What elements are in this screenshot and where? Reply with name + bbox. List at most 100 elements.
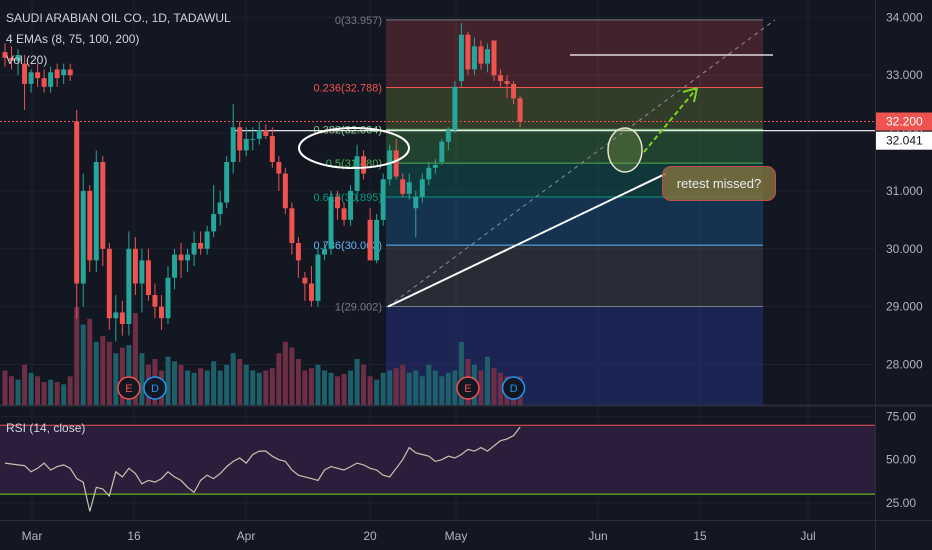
volume-bar — [348, 370, 354, 405]
symbol-title[interactable]: SAUDI ARABIAN OIL CO., 1D, TADAWUL — [6, 11, 231, 25]
volume-bar — [217, 370, 223, 405]
volume-bar — [367, 376, 373, 405]
candle-body — [348, 190, 354, 220]
time-axis-label: Apr — [237, 529, 256, 543]
candle-body — [67, 69, 73, 76]
candle-body — [302, 277, 308, 284]
volume-bar — [439, 376, 445, 405]
candle-body — [106, 248, 112, 319]
candle-body — [393, 150, 399, 177]
rsi-indicator-label[interactable]: RSI (14, close) — [6, 421, 86, 435]
volume-bar — [61, 384, 67, 405]
annotation-bubble[interactable]: retest missed? — [662, 166, 776, 201]
time-axis-label: Mar — [22, 529, 43, 543]
volume-bar — [126, 345, 132, 405]
volume-bar — [432, 370, 438, 405]
candle-body — [15, 54, 21, 61]
volume-indicator-label[interactable]: Vol (20) — [6, 53, 48, 67]
candle-body — [413, 196, 419, 209]
line-price-tag — [876, 131, 932, 150]
candle-body — [504, 81, 510, 84]
candle-body — [224, 162, 230, 203]
candle-body — [315, 254, 321, 301]
candle-body — [204, 231, 210, 249]
volume-bar — [54, 382, 60, 405]
candle-body — [387, 150, 393, 180]
candle-body — [113, 312, 119, 319]
candle-body — [354, 156, 360, 191]
volume-bar — [74, 307, 80, 405]
candle-body — [211, 214, 217, 232]
candle-body — [22, 63, 28, 84]
volume-bar — [387, 370, 393, 405]
rsi-axis-label: 75.00 — [886, 410, 916, 424]
time-axis-label: May — [445, 529, 468, 543]
candle-body — [341, 208, 347, 220]
candle-body — [158, 306, 164, 319]
candle-body — [426, 167, 432, 180]
price-axis-label: 33.000 — [886, 68, 923, 82]
ema-indicator-label[interactable]: 4 EMAs (8, 75, 100, 200) — [6, 32, 140, 46]
time-axis-label: Jul — [800, 529, 815, 543]
volume-bar — [393, 368, 399, 405]
earnings-marker-label: E — [464, 383, 471, 395]
candle-body — [517, 98, 523, 122]
candle-body — [28, 72, 34, 84]
dividend-marker — [501, 376, 526, 400]
candle-body — [48, 72, 54, 87]
rsi-line — [4, 426, 521, 512]
volume-bar — [178, 364, 184, 405]
candle-body — [406, 182, 412, 194]
volume-bar — [119, 347, 125, 405]
candle-body — [465, 34, 471, 70]
volume-bar — [452, 370, 458, 405]
price-axis-label: 30.000 — [886, 242, 923, 256]
candle-body — [263, 130, 269, 136]
volume-bar — [315, 364, 321, 405]
volume-bar — [400, 364, 406, 405]
candle-body — [61, 69, 67, 76]
projection-arrow-head — [682, 87, 698, 103]
line-price-tag-label: 32.041 — [886, 134, 923, 148]
candle-body — [80, 190, 86, 284]
volume-bar — [191, 372, 197, 405]
volume-bar — [41, 382, 47, 405]
candle-body — [328, 196, 334, 249]
volume-bar — [22, 364, 28, 405]
projection-arrow-line — [643, 87, 698, 153]
price-axis-label: 28.000 — [886, 358, 923, 372]
volume-bar — [445, 372, 451, 405]
volume-bar — [48, 379, 54, 405]
volume-bar — [67, 376, 73, 405]
volume-bar — [2, 370, 8, 405]
candle-body — [237, 127, 243, 151]
candle-body — [400, 179, 406, 194]
volume-bar — [484, 356, 490, 405]
fib-zone — [386, 197, 763, 246]
candle-body — [250, 138, 256, 140]
rsi-axis-label: 50.00 — [886, 453, 916, 467]
volume-bar — [282, 341, 288, 405]
candle-body — [269, 135, 275, 162]
candle-body — [243, 138, 249, 151]
volume-bar — [419, 376, 425, 405]
candle-body — [380, 179, 386, 220]
candle-body — [100, 162, 106, 249]
candle-body — [432, 164, 438, 168]
candle-body — [152, 295, 158, 307]
candle-body — [41, 78, 47, 87]
volume-bar — [211, 361, 217, 405]
fib-zone — [386, 19, 763, 88]
volume-bar — [256, 372, 262, 405]
volume-bar — [426, 364, 432, 405]
candle-body — [419, 179, 425, 197]
candle-body — [484, 49, 490, 64]
volume-bar — [478, 370, 484, 405]
candle-body — [276, 162, 282, 174]
earnings-marker-label: E — [125, 383, 132, 395]
candle-body — [230, 127, 236, 162]
candle-body — [54, 69, 60, 79]
volume-bar — [198, 368, 204, 405]
